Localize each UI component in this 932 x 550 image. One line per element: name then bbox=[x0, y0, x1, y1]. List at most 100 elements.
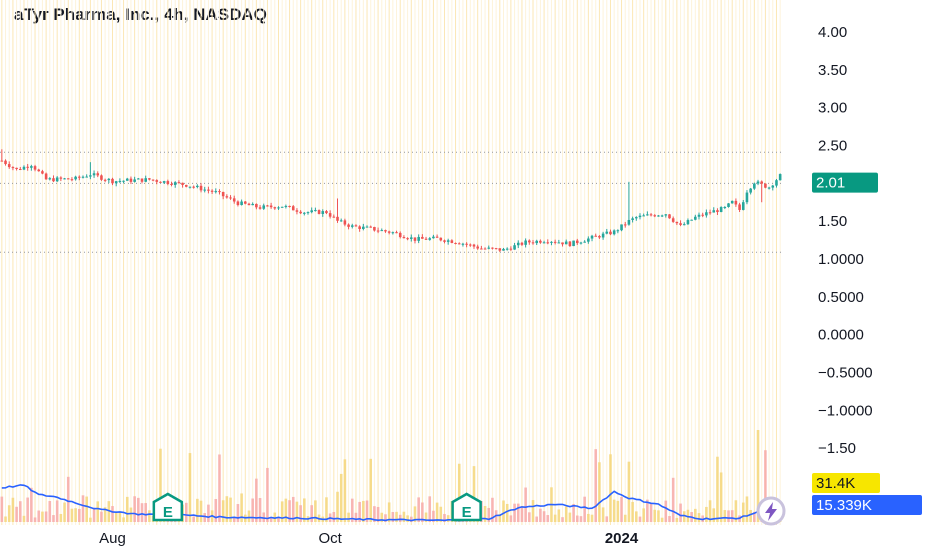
volume-badge: 31.4K bbox=[812, 473, 880, 493]
candle-body bbox=[487, 247, 491, 249]
volume-bar bbox=[33, 517, 37, 522]
x-tick-label: Aug bbox=[99, 530, 126, 547]
candle-body bbox=[306, 212, 310, 214]
volume-bar bbox=[668, 516, 671, 522]
candle-body bbox=[229, 197, 232, 199]
candle bbox=[550, 241, 553, 246]
volume-bar bbox=[734, 500, 738, 522]
candle bbox=[384, 229, 387, 233]
candle-body bbox=[225, 196, 229, 198]
candle-body bbox=[48, 178, 52, 180]
candle bbox=[657, 215, 660, 217]
candle bbox=[491, 247, 494, 250]
candle-body bbox=[376, 230, 380, 232]
candle bbox=[78, 175, 81, 181]
y-tick-label: 3.50 bbox=[818, 62, 847, 79]
volume-bar bbox=[196, 498, 199, 522]
candle-body bbox=[539, 240, 542, 243]
candle bbox=[465, 242, 468, 248]
candle bbox=[280, 206, 284, 208]
candle-body bbox=[513, 245, 516, 250]
candle-body bbox=[74, 176, 77, 180]
candle-body bbox=[137, 178, 140, 180]
volume-bar bbox=[229, 497, 232, 522]
candle bbox=[642, 213, 645, 217]
candle-body bbox=[240, 201, 243, 206]
candle-body bbox=[52, 178, 55, 182]
earnings-marker[interactable]: E bbox=[451, 492, 482, 522]
candle-body bbox=[258, 207, 262, 209]
candle-body bbox=[343, 220, 347, 225]
candle-body bbox=[170, 183, 173, 185]
candle bbox=[306, 211, 310, 215]
candle-body bbox=[96, 173, 100, 176]
candle bbox=[513, 242, 516, 250]
volume-bar bbox=[255, 478, 258, 522]
candle bbox=[409, 234, 413, 242]
candle bbox=[660, 214, 664, 218]
candle bbox=[336, 198, 339, 223]
candle bbox=[454, 242, 457, 245]
volume-bar bbox=[358, 501, 361, 522]
volume-bar bbox=[111, 506, 114, 522]
candle bbox=[767, 186, 771, 190]
volume-bar bbox=[391, 512, 395, 522]
candle-body bbox=[450, 240, 454, 243]
volume-bar bbox=[310, 505, 313, 522]
volume-bar bbox=[103, 507, 107, 522]
candle bbox=[653, 214, 657, 218]
volume-bar bbox=[140, 503, 144, 522]
candle bbox=[406, 237, 409, 241]
candle bbox=[15, 167, 18, 171]
volume-bar bbox=[402, 511, 406, 522]
candle bbox=[730, 200, 734, 204]
candle-body bbox=[162, 181, 166, 183]
earnings-marker[interactable]: E bbox=[152, 492, 184, 522]
candle-body bbox=[155, 180, 159, 182]
candle bbox=[236, 200, 240, 207]
volume-bar bbox=[44, 511, 48, 522]
candle bbox=[675, 221, 679, 226]
candle bbox=[22, 165, 26, 171]
candle-body bbox=[668, 214, 671, 219]
volume-bar bbox=[457, 463, 461, 522]
candle-body bbox=[767, 187, 771, 189]
candle bbox=[487, 245, 491, 250]
candle bbox=[646, 211, 649, 216]
flash-icon[interactable] bbox=[756, 496, 786, 526]
candle bbox=[620, 224, 623, 232]
candle bbox=[771, 184, 775, 191]
volume-bar bbox=[376, 506, 380, 522]
candle bbox=[472, 243, 476, 249]
candle-body bbox=[590, 235, 594, 239]
candle bbox=[122, 180, 125, 184]
candle-body bbox=[605, 231, 609, 234]
candle-body bbox=[520, 242, 524, 245]
volume-bar bbox=[232, 517, 236, 522]
candle bbox=[188, 186, 192, 189]
candle bbox=[516, 240, 520, 249]
candle-body bbox=[232, 198, 236, 202]
candle-body bbox=[288, 205, 291, 207]
candle bbox=[365, 225, 369, 228]
candle bbox=[221, 191, 225, 200]
y-tick-label: 0.5000 bbox=[818, 289, 864, 306]
volume-bar bbox=[660, 517, 664, 522]
candle-body bbox=[100, 175, 103, 180]
candle bbox=[52, 175, 55, 182]
candle bbox=[96, 171, 100, 178]
candle bbox=[601, 231, 605, 240]
candle bbox=[284, 204, 288, 209]
volume-bar bbox=[63, 502, 66, 522]
candle bbox=[745, 190, 749, 205]
volume-bar bbox=[583, 496, 586, 522]
candle-body bbox=[181, 182, 184, 185]
volume-bar bbox=[631, 501, 634, 522]
candle bbox=[218, 189, 221, 195]
svg-text:2.01: 2.01 bbox=[816, 175, 845, 192]
y-tick-label: −1.50 bbox=[818, 440, 856, 457]
candle-body bbox=[159, 181, 162, 183]
candle-body bbox=[166, 181, 170, 184]
vertical-gridlines bbox=[1, 0, 781, 525]
